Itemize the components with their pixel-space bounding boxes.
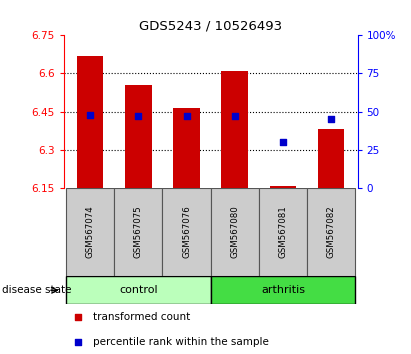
Text: disease state: disease state bbox=[2, 285, 72, 295]
Point bbox=[75, 314, 82, 320]
Bar bbox=[270, 185, 296, 188]
Text: transformed count: transformed count bbox=[93, 312, 190, 322]
Bar bbox=[125, 85, 152, 188]
Point bbox=[75, 339, 82, 344]
Bar bbox=[211, 188, 259, 276]
Text: GSM567082: GSM567082 bbox=[327, 205, 335, 258]
Bar bbox=[307, 188, 355, 276]
Bar bbox=[162, 188, 211, 276]
Text: GSM567075: GSM567075 bbox=[134, 205, 143, 258]
Bar bbox=[77, 56, 104, 188]
Text: GSM567080: GSM567080 bbox=[230, 205, 239, 258]
Bar bbox=[318, 129, 344, 188]
Bar bbox=[259, 188, 307, 276]
Bar bbox=[211, 276, 355, 304]
Point bbox=[328, 116, 335, 122]
Title: GDS5243 / 10526493: GDS5243 / 10526493 bbox=[139, 20, 282, 33]
Text: GSM567074: GSM567074 bbox=[86, 205, 95, 258]
Bar bbox=[66, 276, 211, 304]
Text: percentile rank within the sample: percentile rank within the sample bbox=[93, 337, 269, 347]
Point bbox=[279, 139, 286, 145]
Text: GSM567081: GSM567081 bbox=[278, 205, 287, 258]
Point bbox=[183, 113, 190, 119]
Bar bbox=[66, 188, 114, 276]
Text: arthritis: arthritis bbox=[261, 285, 305, 295]
Text: GSM567076: GSM567076 bbox=[182, 205, 191, 258]
Bar bbox=[173, 108, 200, 188]
Point bbox=[231, 113, 238, 119]
Bar bbox=[114, 188, 162, 276]
Point bbox=[87, 112, 93, 118]
Bar bbox=[222, 71, 248, 188]
Text: control: control bbox=[119, 285, 158, 295]
Point bbox=[135, 113, 142, 119]
